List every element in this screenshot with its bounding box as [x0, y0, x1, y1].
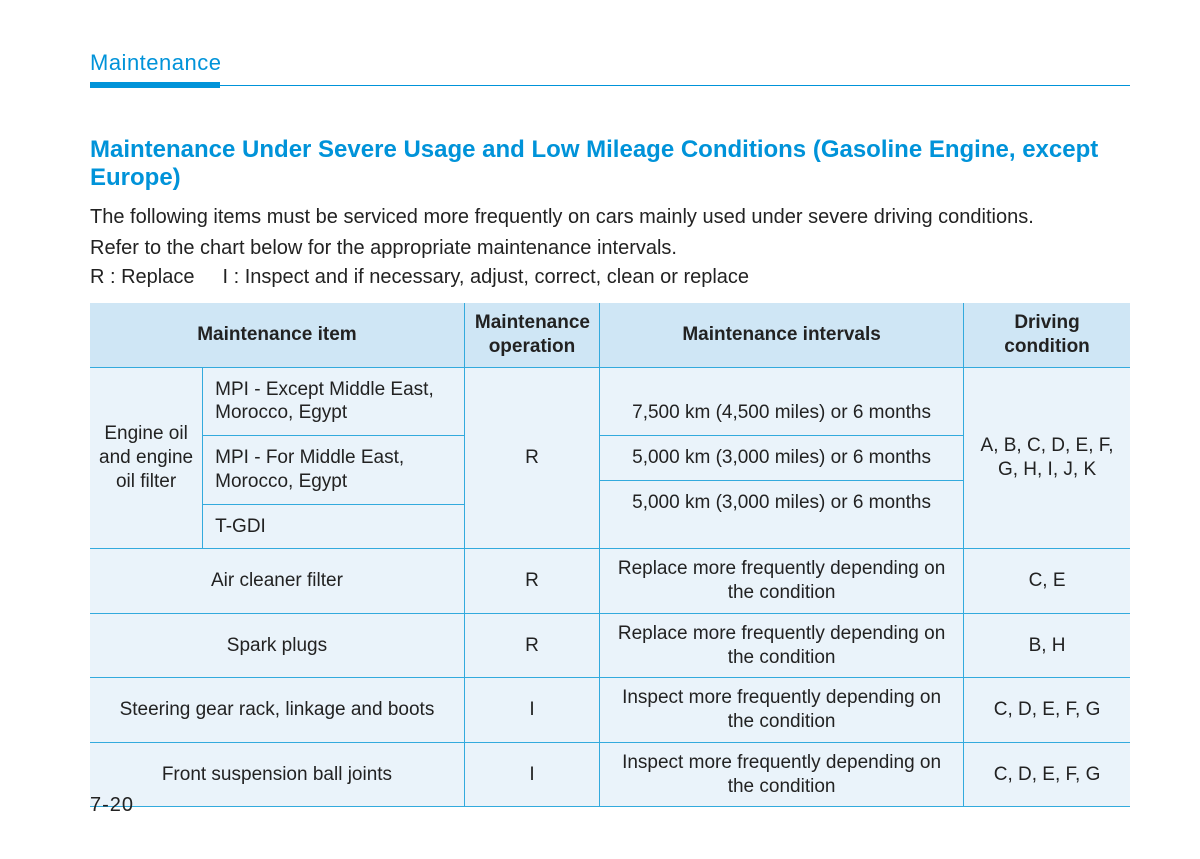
cell-item: Front suspension ball joints — [90, 742, 464, 807]
cell-operation: R — [464, 549, 599, 614]
cell-condition: C, D, E, F, G — [964, 742, 1130, 807]
rule-thick — [90, 82, 220, 88]
cell-interval: Inspect more frequently depending on the… — [600, 742, 964, 807]
page-title: Maintenance Under Severe Usage and Low M… — [90, 136, 1130, 192]
cell-operation: I — [464, 678, 599, 743]
th-condition: Driving condition — [964, 303, 1130, 367]
table-header-row: Maintenance item Maintenance operation M… — [90, 303, 1130, 367]
cell-subitem: MPI - For Middle East, Morocco, Egypt — [203, 435, 464, 504]
cell-condition: A, B, C, D, E, F, G, H, I, J, K — [964, 367, 1130, 549]
table-row: Engine oil and engine oil filter MPI - E… — [90, 367, 1130, 549]
table-row: Steering gear rack, linkage and boots I … — [90, 678, 1130, 743]
cell-operation: R — [464, 367, 599, 549]
cell-condition: C, D, E, F, G — [964, 678, 1130, 743]
table-row: Air cleaner filter R Replace more freque… — [90, 549, 1130, 614]
maintenance-table: Maintenance item Maintenance operation M… — [90, 303, 1130, 807]
cell-item: Air cleaner filter — [90, 549, 464, 614]
section-label: Maintenance — [90, 50, 1130, 76]
cell-interval: Inspect more frequently depending on the… — [600, 678, 964, 743]
cell-operation: R — [464, 613, 599, 678]
cell-item: Steering gear rack, linkage and boots — [90, 678, 464, 743]
th-item: Maintenance item — [90, 303, 464, 367]
page-number: 7-20 — [90, 794, 134, 817]
cell-interval: Replace more frequently depending on the… — [600, 549, 964, 614]
cell-item: Spark plugs — [90, 613, 464, 678]
intro-line-1: The following items must be serviced mor… — [90, 202, 1130, 233]
th-operation: Maintenance operation — [464, 303, 599, 367]
cell-condition: C, E — [964, 549, 1130, 614]
cell-condition: B, H — [964, 613, 1130, 678]
legend-r: R : Replace — [90, 266, 195, 288]
cell-subitem: T-GDI — [203, 504, 464, 549]
cell-interval: 7,500 km (4,500 miles) or 6 months — [600, 391, 963, 435]
section-rule — [90, 82, 1130, 88]
cell-interval: 5,000 km (3,000 miles) or 6 months — [600, 480, 963, 525]
cell-interval: 5,000 km (3,000 miles) or 6 months — [600, 435, 963, 480]
rule-thin — [220, 85, 1130, 86]
legend: R : Replace I : Inspect and if necessary,… — [90, 266, 1130, 289]
table-row: Spark plugs R Replace more frequently de… — [90, 613, 1130, 678]
th-intervals: Maintenance intervals — [600, 303, 964, 367]
cell-operation: I — [464, 742, 599, 807]
cell-interval: Replace more frequently depending on the… — [600, 613, 964, 678]
table-row: Front suspension ball joints I Inspect m… — [90, 742, 1130, 807]
intro-text: The following items must be serviced mor… — [90, 202, 1130, 264]
cell-item-engine-oil: Engine oil and engine oil filter — [90, 368, 202, 549]
intro-line-2: Refer to the chart below for the appropr… — [90, 233, 1130, 264]
cell-subitem: MPI - Except Middle East, Morocco, Egypt — [203, 368, 464, 436]
legend-i: I : Inspect and if necessary, adjust, co… — [223, 266, 750, 288]
